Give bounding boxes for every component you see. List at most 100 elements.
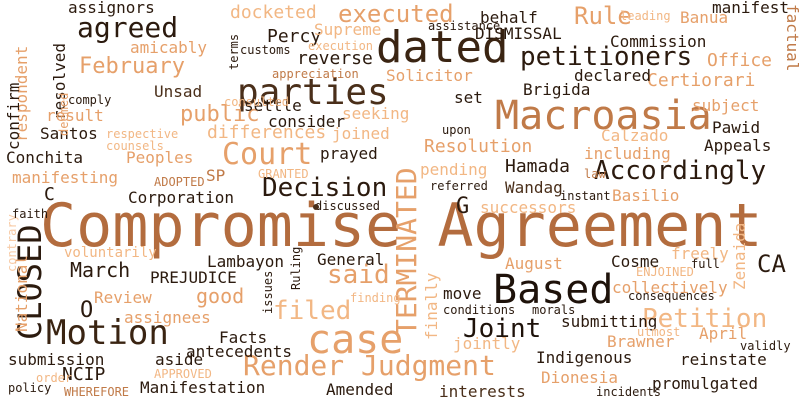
word: petitioners	[520, 42, 693, 72]
word: confirm	[4, 82, 23, 150]
word: law	[584, 167, 606, 181]
word: appreciation	[272, 67, 359, 81]
word: customs	[240, 43, 291, 57]
word: CA	[757, 250, 786, 278]
word: Dionesia	[541, 368, 619, 387]
word: aside	[155, 350, 204, 369]
word: leading	[620, 9, 671, 23]
word: GRANTED	[258, 167, 309, 181]
word: submission	[8, 350, 105, 369]
word: terms	[227, 33, 241, 70]
word: antecedents	[186, 342, 292, 361]
word: good	[196, 284, 245, 308]
word: O	[80, 298, 94, 323]
word: Commission	[610, 32, 707, 51]
word: Appeals	[704, 136, 772, 155]
word: public	[180, 102, 260, 127]
word: interests	[439, 382, 526, 400]
word: assignees	[124, 308, 211, 327]
word: reverse	[297, 48, 373, 69]
word: Basilio	[612, 186, 680, 205]
word: DISMISSAL	[475, 24, 562, 43]
word: upon	[442, 123, 471, 137]
word: incidents	[596, 385, 662, 399]
word: Accordingly	[594, 156, 767, 186]
word: Zenaida	[730, 222, 749, 290]
word: Calzado	[601, 126, 669, 145]
word: prayed	[320, 144, 378, 163]
word: Certiorari	[647, 70, 756, 91]
word: finding	[350, 291, 401, 305]
word: Rule	[574, 2, 632, 30]
word: docketed	[230, 2, 317, 23]
word: Ruling	[289, 246, 303, 290]
word: Indigenous	[536, 348, 633, 367]
word: validly	[740, 339, 791, 353]
word: consulted	[224, 95, 290, 109]
word: General	[317, 250, 385, 269]
word: assignors	[68, 0, 155, 17]
word: counsels	[106, 139, 164, 153]
word: comply	[68, 93, 112, 107]
word: PREJUDICE	[150, 268, 237, 287]
word: April	[699, 324, 748, 343]
word: order	[36, 371, 73, 385]
word: executed	[338, 0, 454, 28]
word: Based	[493, 267, 614, 313]
word: Brawner	[607, 332, 675, 351]
word: submitting	[561, 312, 658, 331]
word: Solicitor	[386, 66, 473, 85]
word: amicably	[130, 38, 208, 57]
word: Resolution	[424, 136, 533, 157]
word: pending	[420, 160, 488, 179]
word: faith	[12, 207, 49, 221]
word: discussed	[315, 199, 381, 213]
word: TERMINATED	[390, 167, 423, 336]
word: factual	[783, 4, 800, 72]
word: Lambayon	[207, 252, 285, 271]
word: Cosme	[611, 252, 660, 271]
word: Motion	[46, 313, 169, 353]
word: execution	[308, 39, 374, 53]
word: Unsad	[154, 82, 203, 101]
word: move	[443, 284, 482, 303]
word: Office	[707, 50, 773, 71]
word: consider	[268, 112, 346, 131]
word: Wandag	[505, 178, 563, 197]
word: joined	[332, 124, 390, 143]
word: utmost	[637, 325, 681, 339]
word: policy	[8, 381, 52, 395]
word: Court	[222, 137, 313, 172]
word: Decision	[262, 173, 388, 203]
word: Hamada	[505, 156, 571, 177]
word: Supreme	[314, 20, 382, 39]
word: behalf	[480, 8, 538, 27]
word: G	[456, 194, 470, 219]
word: consequences	[628, 289, 715, 303]
word: Santos	[40, 124, 98, 143]
word: Corporation	[128, 188, 234, 207]
word: including	[584, 144, 671, 163]
word: conditions	[443, 303, 516, 317]
word: deemed	[57, 92, 71, 136]
word: reinstate	[680, 350, 767, 369]
word: March	[70, 258, 131, 282]
word: manifesting	[12, 168, 118, 187]
word: February	[79, 54, 185, 79]
word: case	[307, 317, 404, 363]
word: jointly	[453, 334, 521, 353]
word: WHEREFORE	[64, 385, 130, 399]
word: settle	[244, 96, 302, 115]
word: morals	[532, 303, 576, 317]
word: declared	[574, 66, 652, 85]
word: Amended	[326, 380, 394, 399]
word: dated	[376, 22, 509, 73]
word: Brigida	[523, 80, 591, 99]
word: Joint	[463, 314, 542, 344]
word: ENJOINED	[636, 265, 694, 279]
word: promulgated	[652, 374, 758, 393]
word: Render Judgment	[243, 349, 496, 382]
word: manifest	[712, 0, 790, 17]
word: Compromise Agreement	[40, 191, 763, 261]
